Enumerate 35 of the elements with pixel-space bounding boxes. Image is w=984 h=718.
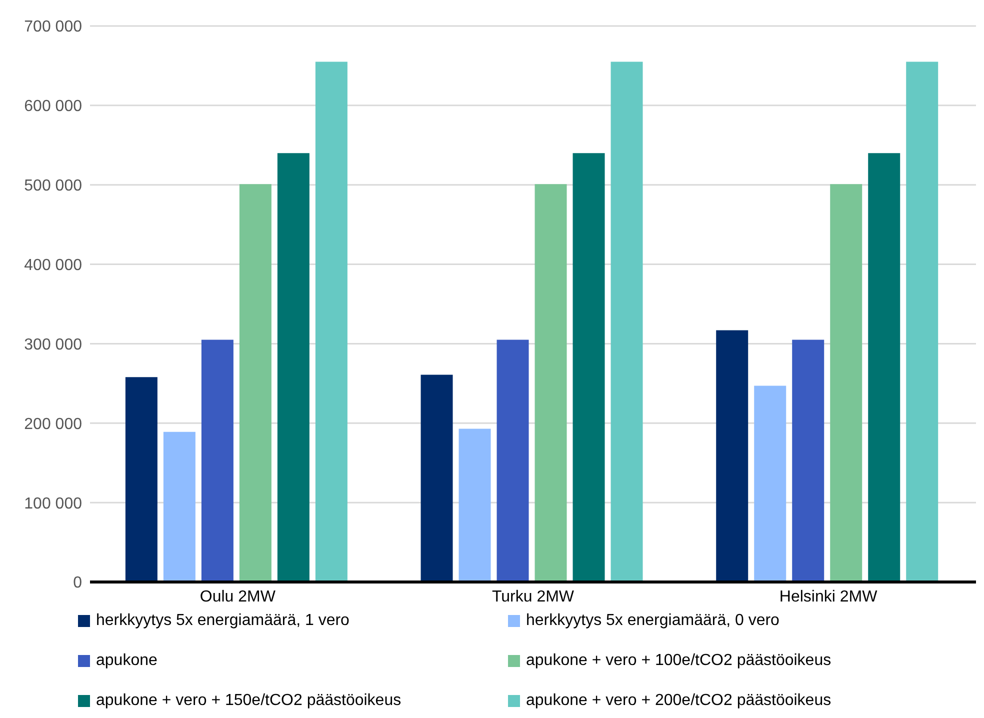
y-tick-label: 100 000: [24, 495, 82, 512]
y-tick-label: 600 000: [24, 98, 82, 116]
y-tick-label: 300 000: [24, 336, 82, 354]
y-tick-label: 700 000: [24, 18, 82, 36]
y-tick-label: 0: [73, 574, 82, 592]
bar: [420, 374, 453, 582]
y-tick-label: 500 000: [24, 178, 82, 195]
y-tick-label: 200 000: [24, 416, 82, 433]
bar: [163, 432, 196, 582]
legend-label: apukone: [96, 652, 158, 670]
x-tick-label: Oulu 2MW: [200, 588, 276, 606]
bar: [125, 377, 158, 582]
bar: [201, 340, 234, 582]
bar: [239, 184, 272, 582]
bar: [716, 330, 748, 582]
legend-label: apukone + vero + 150e/tCO2 päästöoikeus: [96, 692, 402, 710]
bar: [610, 62, 643, 582]
legend-label: apukone + vero + 200e/tCO2 päästöoikeus: [526, 692, 832, 710]
bar: [754, 386, 786, 582]
bar: [315, 62, 348, 582]
bar: [277, 153, 310, 582]
bar: [906, 62, 938, 582]
legend-label: herkkyytys 5x energiamäärä, 1 vero: [96, 612, 350, 630]
bar: [572, 153, 605, 582]
bar: [830, 184, 862, 582]
legend-label: herkkyytys 5x energiamäärä, 0 vero: [526, 612, 780, 630]
bar: [868, 153, 900, 582]
bar: [458, 428, 491, 582]
y-tick-label: 400 000: [24, 256, 82, 274]
legend-label: apukone + vero + 100e/tCO2 päästöoikeus: [526, 652, 832, 670]
x-tick-label: Turku 2MW: [492, 588, 575, 606]
x-tick-label: Helsinki 2MW: [779, 588, 878, 606]
bar: [496, 340, 529, 582]
bar: [534, 184, 567, 582]
bar: [792, 340, 824, 582]
